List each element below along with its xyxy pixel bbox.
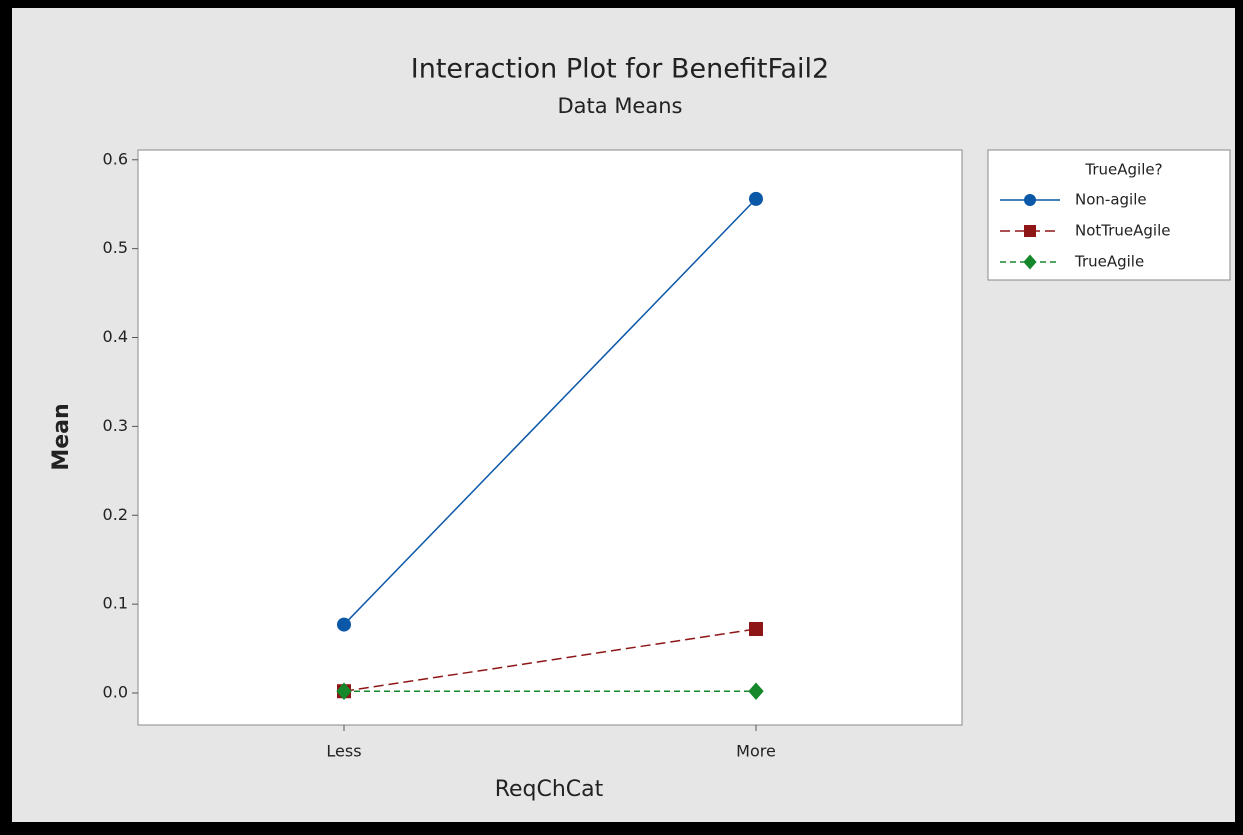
plot-area xyxy=(137,149,963,726)
legend-label: TrueAgile xyxy=(1074,253,1144,271)
legend-title: TrueAgile? xyxy=(1084,161,1162,179)
marker xyxy=(748,682,764,700)
marker xyxy=(1024,225,1036,237)
legend-label: NotTrueAgile xyxy=(1075,222,1171,240)
y-tick-label: 0.0 xyxy=(103,683,128,702)
x-tick-label: More xyxy=(736,742,776,761)
marker xyxy=(1024,194,1036,206)
chart-subtitle: Data Means xyxy=(558,94,683,118)
marker xyxy=(337,617,351,632)
x-axis-label: ReqChCat xyxy=(495,777,604,802)
y-tick-label: 0.1 xyxy=(103,594,128,613)
marker xyxy=(1023,254,1037,270)
series-line xyxy=(343,628,757,692)
y-axis-label: Mean xyxy=(49,403,74,470)
y-tick-label: 0.6 xyxy=(103,149,128,168)
chart-title: Interaction Plot for BenefitFail2 xyxy=(411,54,829,85)
marker xyxy=(749,622,763,637)
marker xyxy=(749,191,763,206)
series-line xyxy=(343,198,757,626)
y-tick-label: 0.5 xyxy=(103,238,128,257)
x-tick-label: Less xyxy=(326,742,361,761)
y-tick-label: 0.4 xyxy=(103,327,128,346)
y-tick-label: 0.2 xyxy=(103,505,128,524)
legend-label: Non-agile xyxy=(1075,191,1147,209)
marker xyxy=(336,682,352,700)
y-tick-label: 0.3 xyxy=(103,416,128,435)
